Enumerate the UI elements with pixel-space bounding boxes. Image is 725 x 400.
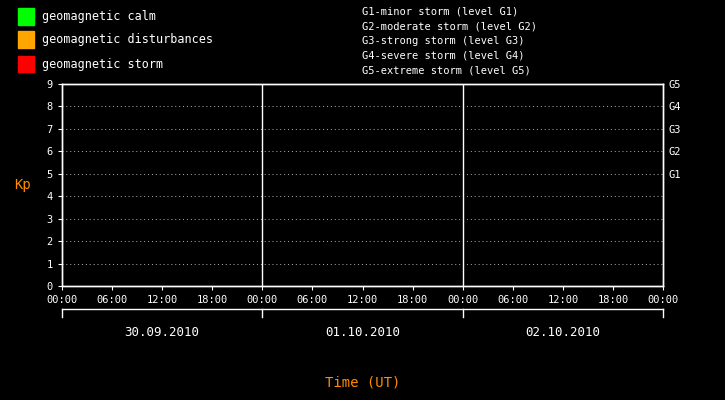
Text: geomagnetic calm: geomagnetic calm	[42, 10, 156, 23]
Text: geomagnetic storm: geomagnetic storm	[42, 58, 163, 70]
Bar	[18, 56, 33, 72]
Text: G1-minor storm (level G1): G1-minor storm (level G1)	[362, 6, 519, 16]
Bar	[18, 8, 33, 24]
Text: G2-moderate storm (level G2): G2-moderate storm (level G2)	[362, 21, 537, 31]
Text: 02.10.2010: 02.10.2010	[526, 326, 600, 338]
Text: Kp: Kp	[14, 178, 31, 192]
Text: G3-strong storm (level G3): G3-strong storm (level G3)	[362, 36, 525, 46]
Text: G5-extreme storm (level G5): G5-extreme storm (level G5)	[362, 66, 531, 76]
Text: 01.10.2010: 01.10.2010	[325, 326, 400, 338]
Text: 30.09.2010: 30.09.2010	[125, 326, 199, 338]
Text: geomagnetic disturbances: geomagnetic disturbances	[42, 33, 213, 46]
Text: Time (UT): Time (UT)	[325, 375, 400, 389]
Bar	[18, 31, 33, 48]
Text: G4-severe storm (level G4): G4-severe storm (level G4)	[362, 51, 525, 61]
